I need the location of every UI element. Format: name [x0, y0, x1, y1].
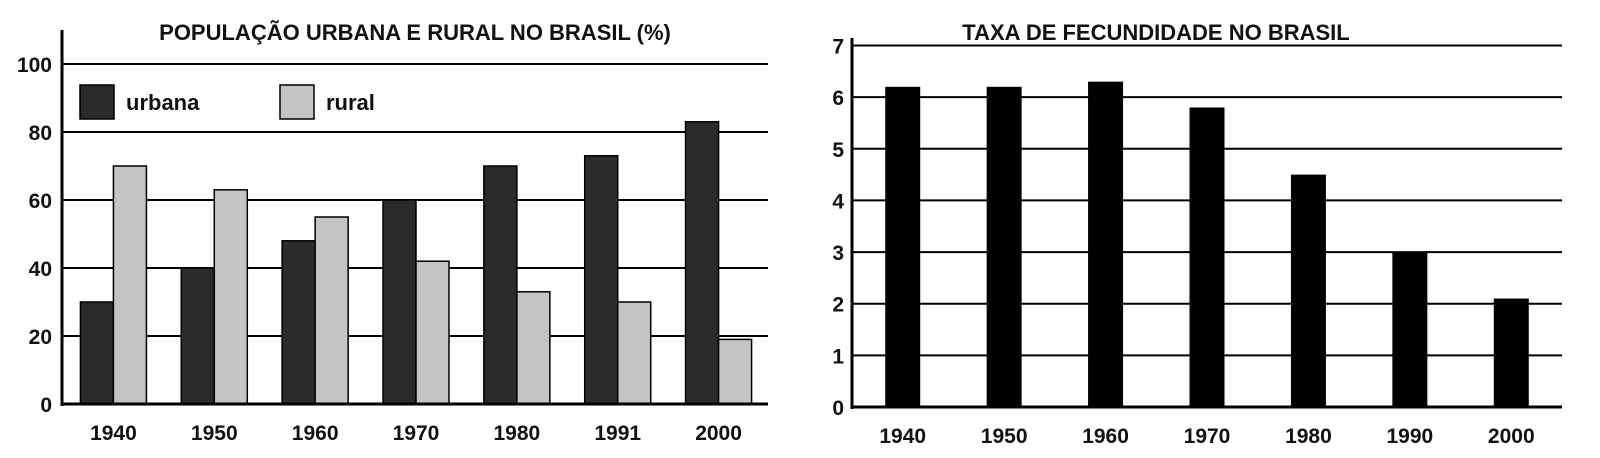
x-tick-label: 1960	[292, 422, 339, 445]
y-tick-label: 4	[832, 190, 844, 213]
urban-rural-population-chart: POPULAÇÃO URBANA E RURAL NO BRASIL (%) 0…	[0, 0, 790, 458]
legend-swatch-rural	[279, 84, 315, 120]
bar-fertility-1980	[1290, 174, 1326, 407]
bar-rural-1960	[314, 216, 349, 405]
legend-label-urbana: urbana	[126, 90, 200, 115]
x-tick-label: 1950	[981, 425, 1028, 448]
x-tick-label: 1940	[879, 425, 926, 448]
urban-rural-chart-svg: POPULAÇÃO URBANA E RURAL NO BRASIL (%) 0…	[17, 20, 768, 445]
x-tick-label: 1980	[493, 422, 540, 445]
bar-rural-2000	[717, 338, 753, 405]
y-tick-label: 1	[832, 345, 844, 368]
y-tick-label: 0	[832, 397, 844, 420]
bar-rural-1970	[415, 260, 450, 405]
y-tick-label: 5	[832, 139, 844, 162]
y-tick-label: 3	[832, 242, 844, 265]
x-tick-label: 1970	[393, 422, 440, 445]
chart-title: POPULAÇÃO URBANA E RURAL NO BRASIL (%)	[159, 20, 671, 45]
y-tick-label: 2	[832, 294, 844, 317]
x-tick-label: 2000	[1488, 425, 1535, 448]
bar-rural-1980	[516, 291, 551, 405]
x-tick-label: 1991	[594, 422, 641, 445]
y-tick-label: 100	[17, 54, 52, 77]
x-tick-label: 1970	[1184, 425, 1231, 448]
y-tick-label: 6	[832, 87, 844, 110]
bar-fertility-1940	[885, 86, 921, 407]
legend-label-rural: rural	[326, 90, 375, 115]
bar-fertility-1960	[1088, 81, 1124, 408]
bar-urbana-1950	[180, 267, 216, 405]
x-tick-label: 1950	[191, 422, 238, 445]
bar-rural-1991	[616, 301, 652, 405]
y-tick-label: 0	[40, 394, 52, 417]
legend-swatch-urbana	[79, 84, 115, 120]
bar-fertility-2000	[1493, 298, 1529, 407]
x-tick-label: 1980	[1285, 425, 1332, 448]
bar-urbana-1991	[583, 155, 619, 405]
bar-urbana-1980	[483, 165, 518, 405]
chart-legend: urbana rural	[79, 84, 375, 120]
y-tick-label: 20	[29, 326, 52, 349]
y-tick-label: 60	[29, 190, 52, 213]
fertility-chart-svg: TAXA DE FECUNDIDADE NO BRASIL 0 1 2 3 4 5 6 7 19…	[832, 20, 1562, 448]
bar-fertility-1990	[1392, 252, 1428, 407]
bar-urbana-1970	[382, 199, 417, 405]
bar-rural-1940	[112, 165, 148, 405]
x-tick-label: 1960	[1082, 425, 1129, 448]
y-tick-label: 80	[29, 122, 52, 145]
bar-urbana-1940	[79, 301, 115, 405]
x-tick-label: 1940	[90, 422, 137, 445]
bar-fertility-1970	[1189, 107, 1225, 407]
x-tick-label: 2000	[695, 422, 742, 445]
chart-title: TAXA DE FECUNDIDADE NO BRASIL	[962, 20, 1349, 45]
bar-rural-1950	[213, 189, 249, 405]
bar-urbana-1960	[281, 240, 316, 405]
y-tick-label: 7	[832, 35, 844, 58]
bar-fertility-1950	[986, 86, 1022, 407]
x-tick-label: 1990	[1386, 425, 1433, 448]
y-tick-label: 40	[29, 258, 52, 281]
fertility-rate-chart: TAXA DE FECUNDIDADE NO BRASIL 0 1 2 3 4 5 6 7 19…	[800, 0, 1600, 458]
bar-urbana-2000	[684, 121, 720, 405]
